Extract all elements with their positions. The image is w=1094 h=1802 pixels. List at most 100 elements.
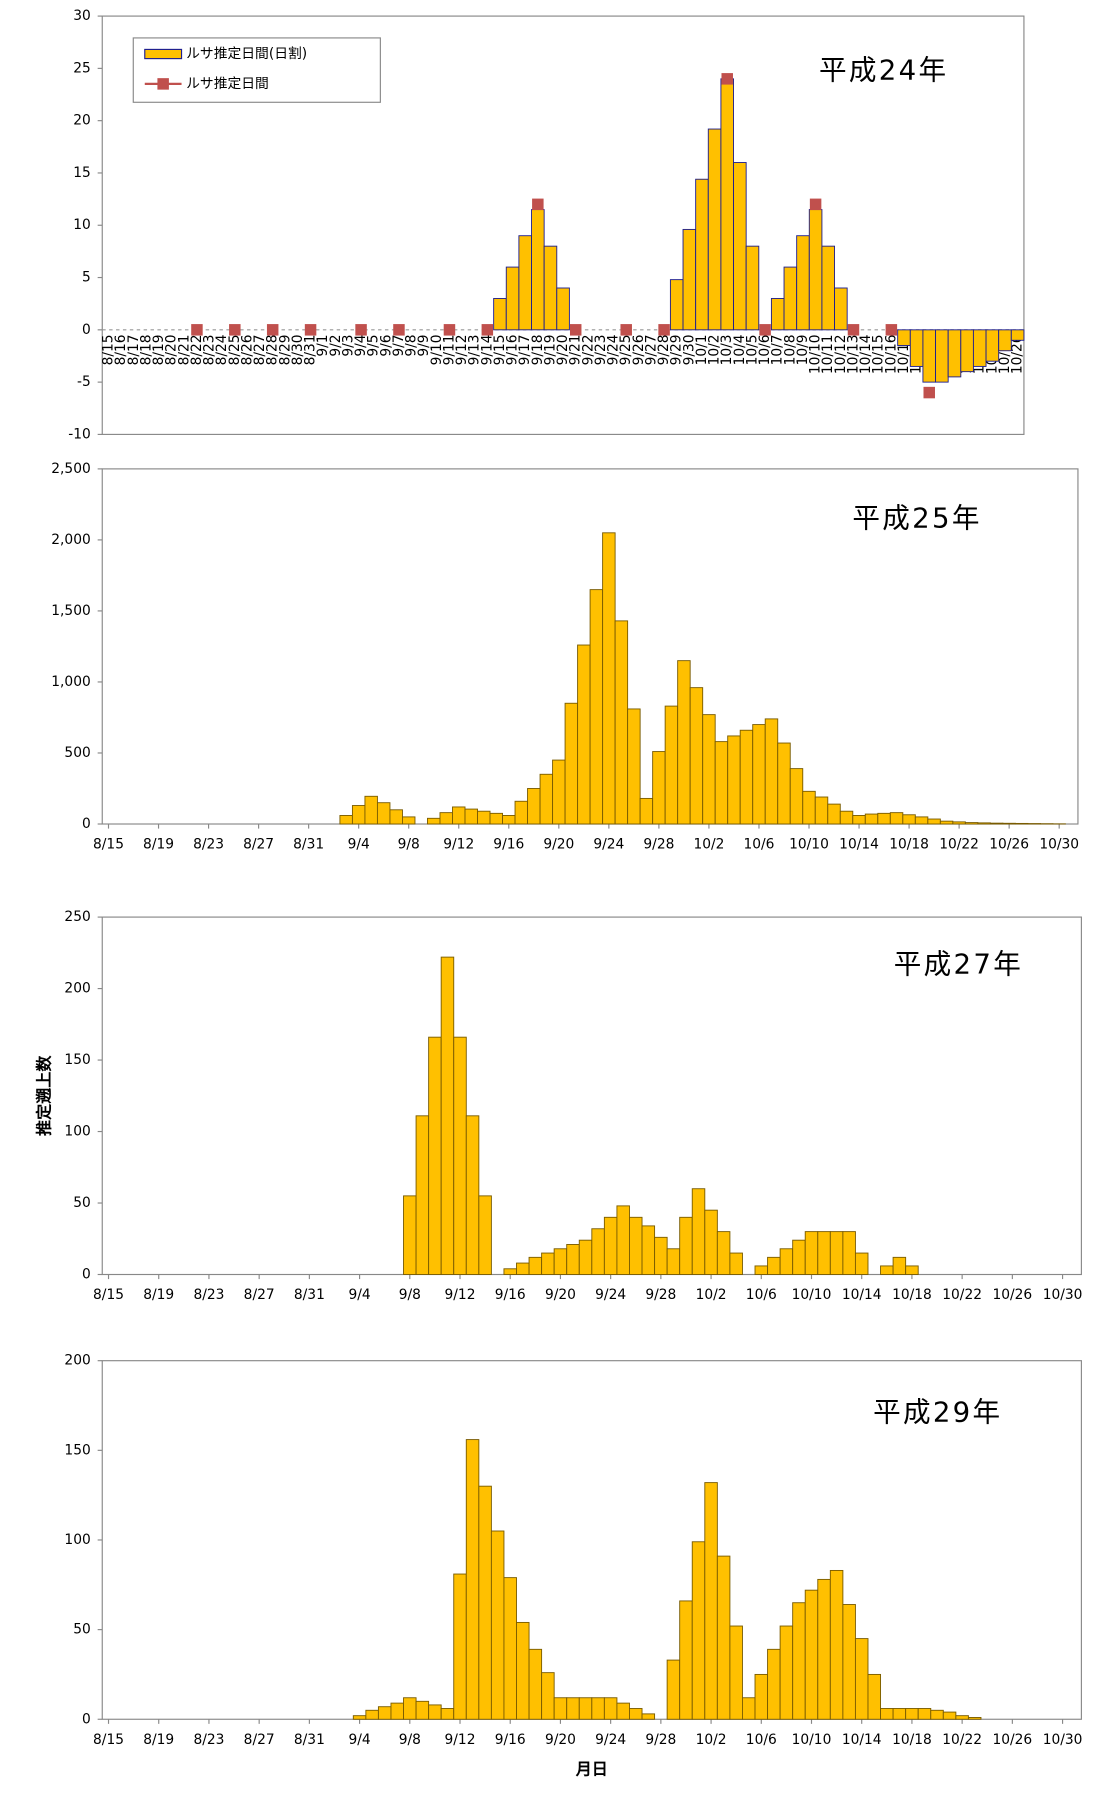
x-tick-label: 10/7 (770, 334, 786, 365)
bar (745, 245, 760, 331)
legend-swatch (144, 48, 183, 60)
x-tick-label: 8/31 (293, 837, 324, 853)
bar (714, 741, 729, 825)
bar (428, 1036, 442, 1275)
x-tick-label: 9/12 (454, 334, 470, 365)
x-tick-label: 9/24 (606, 334, 622, 365)
bar (629, 1708, 643, 1720)
x-tick-label: 10/30 (1043, 1732, 1083, 1748)
bar (764, 718, 779, 825)
bar (985, 329, 1000, 362)
bar (754, 1673, 769, 1720)
bar (339, 815, 353, 825)
bar (796, 235, 810, 331)
bar (465, 1115, 480, 1275)
bar (704, 1482, 718, 1720)
bar (627, 708, 641, 825)
x-tick-label: 8/29 (277, 334, 293, 365)
x-tick-label: 10/13 (845, 334, 861, 374)
x-tick-label: 10/18 (892, 1287, 932, 1303)
bar (352, 1715, 367, 1720)
x-tick-label: 8/31 (294, 1732, 325, 1748)
bar (589, 589, 604, 825)
bar (779, 1625, 794, 1720)
bar (403, 1697, 417, 1720)
bar (704, 1209, 718, 1275)
bar (905, 1708, 919, 1720)
chart: 0 50 100 150 200 8/15 8/19 8/23 8/27 8/31 9/4 9/8 9/… (64, 1353, 1082, 1779)
bar (802, 790, 816, 825)
y-tick-label: 50 (73, 1195, 91, 1211)
x-tick-label: 9/14 (479, 334, 495, 365)
y-tick-label: 100 (64, 1124, 90, 1140)
bar (603, 1216, 618, 1275)
bar (897, 329, 911, 346)
bar (505, 266, 520, 331)
chart: 0 50 100 150 200 250 8/15 8/19 8/23 8/27 8/31 9/4 9/… (34, 909, 1082, 1303)
x-tick-label: 10/26 (1010, 334, 1026, 374)
chart-title: 平成24年 (819, 53, 948, 86)
line-marker (569, 324, 582, 336)
x-tick-label: 10/2 (696, 1732, 727, 1748)
bar (817, 1578, 831, 1720)
bar (514, 800, 529, 825)
bar (641, 1713, 656, 1720)
bar (727, 735, 741, 825)
legend-swatch (157, 78, 169, 90)
bar (402, 816, 416, 825)
bar (629, 1216, 643, 1275)
bar (955, 1715, 969, 1720)
bar (556, 287, 570, 331)
bar (880, 1708, 894, 1720)
bar (614, 620, 629, 825)
bar (754, 1265, 769, 1275)
bar (967, 1717, 982, 1720)
x-tick-label: 10/4 (732, 334, 748, 365)
x-tick-label: 10/14 (842, 1287, 882, 1303)
bar (867, 1673, 882, 1720)
bar (942, 1711, 957, 1720)
x-tick-label: 9/11 (441, 334, 457, 365)
x-tick-label: 9/4 (353, 334, 369, 356)
bar (695, 178, 709, 331)
bar (415, 1115, 430, 1275)
bar (478, 1195, 492, 1275)
bar (502, 815, 516, 825)
x-tick-label: 10/6 (746, 1732, 777, 1748)
bar (939, 820, 954, 825)
x-tick-label: 9/24 (593, 837, 624, 853)
x-tick-label: 8/20 (164, 334, 180, 365)
x-tick-label: 10/2 (707, 334, 723, 365)
x-tick-label: 8/31 (294, 1287, 325, 1303)
x-tick-label: 10/26 (992, 1732, 1032, 1748)
bar (591, 1697, 605, 1720)
x-tick-label: 9/16 (495, 1287, 526, 1303)
bar (729, 1625, 743, 1720)
x-tick-label: 8/26 (239, 334, 255, 365)
x-tick-label: 8/23 (193, 1732, 224, 1748)
x-tick-label: 8/19 (151, 334, 167, 365)
bar (989, 822, 1004, 825)
line-marker (481, 324, 494, 336)
y-tick-label: 1,500 (51, 603, 90, 619)
x-tick-label: 9/15 (492, 334, 508, 365)
x-tick-label: 10/2 (693, 837, 724, 853)
y-tick-label: 150 (64, 1442, 90, 1458)
bar (829, 1231, 844, 1275)
bar (654, 1236, 668, 1275)
x-tick-label: 10/1 (694, 334, 710, 365)
bar (716, 1231, 731, 1275)
x-tick-label: 10/3 (719, 334, 735, 365)
bar (922, 329, 937, 383)
x-tick-label: 9/4 (348, 1287, 370, 1303)
bar (641, 1225, 656, 1275)
x-tick-label: 10/30 (1039, 837, 1079, 853)
x-tick-label: 9/23 (593, 334, 609, 365)
bar (707, 128, 722, 331)
x-tick-label: 8/16 (113, 334, 129, 365)
x-tick-label: 8/19 (143, 1732, 174, 1748)
bar (854, 1638, 869, 1720)
x-tick-label: 8/15 (93, 1732, 124, 1748)
bar (440, 956, 455, 1275)
bar (566, 1697, 580, 1720)
